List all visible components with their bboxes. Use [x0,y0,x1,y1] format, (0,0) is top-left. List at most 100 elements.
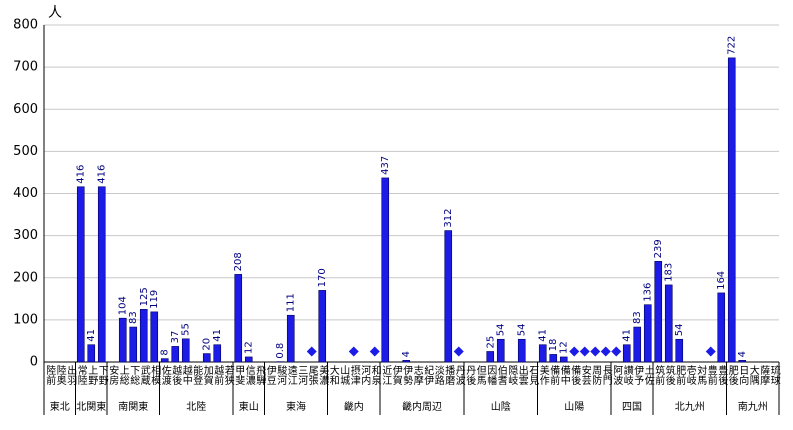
x-tick-label: 駿河 [275,364,287,385]
region-label: 南九州 [738,400,768,413]
bar [118,317,127,363]
x-tick-label: 伊豆 [264,365,276,385]
x-tick-label: 豊前 [705,364,717,386]
value-label: 83 [632,311,643,324]
bar [496,338,505,363]
x-tick-label: 陸奥 [54,364,66,386]
region-label: 東山 [239,400,259,413]
x-tick-label: 大隅 [747,364,759,386]
x-tick-label: 安芸 [579,364,591,386]
diamond-marker [705,346,716,357]
x-tick-label: 讃岐 [621,364,633,386]
x-tick-label: 出羽 [65,364,77,385]
bar [318,290,327,363]
bar [76,186,85,363]
y-tick-label: 0 [30,355,38,370]
y-tick-label: 400 [13,186,38,201]
x-tick-label: 常陸 [75,364,87,385]
value-label: 183 [664,263,675,282]
y-tick-label: 800 [13,18,38,33]
value-label: 37 [170,331,181,344]
x-tick-label: 越後 [170,364,182,385]
diamond-marker [590,346,601,357]
x-tick-label: 出雲 [516,364,528,385]
x-tick-label: 但馬 [474,365,486,386]
x-tick-label: 豊後 [716,364,728,385]
bar [675,338,684,363]
x-tick-label: 琉球 [768,364,780,385]
y-tick-label: 300 [13,228,38,243]
value-label: 54 [496,324,507,337]
x-tick-label: 伯耆 [495,364,507,386]
x-tick-label: 備前 [548,364,560,386]
bar [538,344,547,363]
bar [517,338,526,363]
x-tick-label: 山城 [338,365,350,386]
x-tick-label: 信濃 [243,365,255,386]
x-tick-label: 土佐 [642,364,654,386]
bar [622,344,631,363]
x-tick-label: 飛騨 [254,365,266,386]
value-label: 55 [181,323,192,336]
bar [160,358,169,363]
x-tick-label: 美作 [537,364,549,385]
bar [87,344,96,363]
x-tick-label: 尾張 [306,365,318,386]
x-tick-label: 美濃 [317,364,329,386]
region-label: 山陽 [564,401,584,413]
x-tick-label: 摂津 [348,364,360,386]
bar [717,292,726,363]
y-tick-label: 600 [13,102,38,117]
x-tick-label: 丹後 [464,365,476,385]
value-label: 164 [716,271,727,290]
bar [727,57,736,363]
x-tick-label: 日向 [737,365,749,385]
x-tick-label: 越前 [212,364,224,386]
x-tick-label: 能登 [191,364,203,385]
value-label: 239 [653,239,664,258]
x-tick-label: 紀伊 [422,364,434,386]
value-label: 119 [149,290,160,309]
bar [213,344,222,363]
x-tick-label: 阿波 [611,365,623,386]
region-label: 四国 [622,401,642,413]
y-tick-label: 100 [13,312,38,327]
bar [150,311,159,363]
region-label: 山陰 [491,400,511,413]
value-label: 12 [244,341,255,354]
value-label: 41 [212,329,223,342]
x-tick-label: 備後 [569,364,581,385]
x-tick-label: 播磨 [443,364,455,386]
x-tick-label: 伊勢 [401,365,413,386]
value-label: 111 [286,293,297,312]
bar [244,356,253,363]
value-label: 136 [643,283,654,302]
diamond-marker [453,346,464,357]
value-label: 20 [202,338,213,351]
bar [139,309,148,363]
value-label: 437 [380,156,391,175]
x-tick-label: 肥後 [726,365,738,385]
diamond-marker [600,346,611,357]
y-tick-label: 700 [13,60,38,75]
value-label: 83 [128,311,139,324]
x-tick-label: 加賀 [201,365,213,386]
bar [559,356,568,363]
value-label: 104 [118,296,129,315]
value-label: 208 [233,252,244,271]
x-tick-label: 若狭 [222,364,234,386]
x-tick-label: 下総 [128,365,140,385]
bar [181,338,190,363]
x-tick-label: 甲斐 [233,365,245,386]
bar [234,274,243,363]
x-tick-label: 陸前 [44,364,56,386]
diamond-marker [348,346,359,357]
bar [202,353,211,363]
x-tick-label: 筑前 [653,364,665,386]
diamond-marker [569,346,580,357]
bar [664,284,673,363]
x-tick-label: 和泉 [369,365,381,385]
value-label: 41 [622,329,633,342]
x-tick-label: 丹波 [453,365,465,386]
